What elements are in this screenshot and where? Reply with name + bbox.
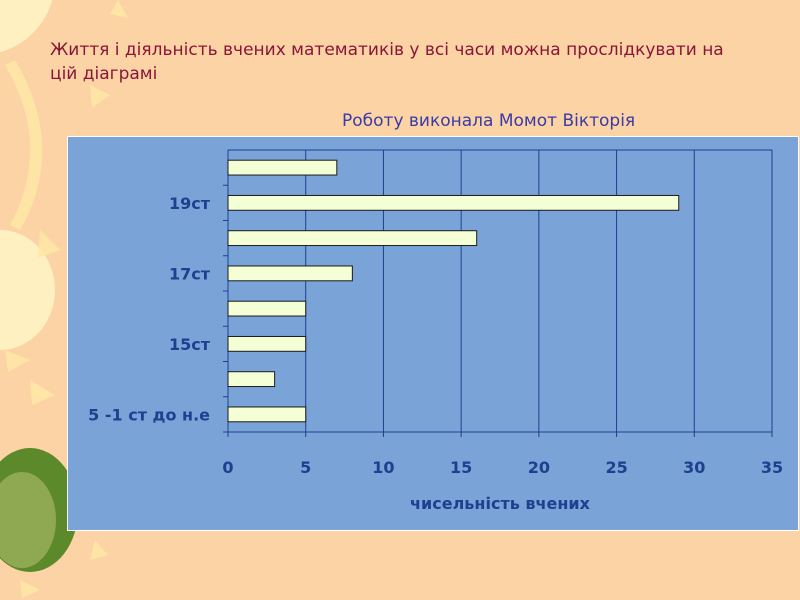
x-tick-label-4: 20	[528, 458, 550, 477]
x-tick-label-1: 5	[300, 458, 311, 477]
x-tick-label-0: 0	[222, 458, 233, 477]
x-axis-title: чисельність вчених	[410, 494, 591, 513]
category-label-4: 17ст	[169, 264, 211, 283]
bar-layer	[227, 159, 680, 423]
bar-3	[227, 300, 307, 317]
x-tick-label-5: 25	[605, 458, 627, 477]
slide-heading: Життя і діяльність вчених математиків у …	[50, 40, 724, 84]
category-labels: 5 -1 ст до н.е 15ст 17ст 19ст	[88, 194, 211, 425]
bar-1	[227, 371, 276, 388]
x-tick-label-3: 15	[450, 458, 472, 477]
category-label-2: 15ст	[169, 335, 211, 354]
bar-5	[227, 230, 478, 247]
bar-7	[227, 159, 338, 176]
bar-6	[227, 194, 680, 211]
bar-0	[227, 406, 307, 423]
category-label-6: 19ст	[169, 194, 211, 213]
category-label-0: 5 -1 ст до н.е	[88, 405, 210, 424]
x-tick-label-2: 10	[372, 458, 394, 477]
bar-2	[227, 335, 307, 352]
green-circle-decor	[0, 448, 78, 572]
author-credit: Роботу виконала Момот Вікторія	[342, 111, 636, 131]
x-tick-labels: 0 5 10 15 20 25 30 35	[222, 458, 783, 477]
bar-4	[227, 265, 353, 282]
grid-layer	[223, 149, 773, 437]
x-tick-label-6: 30	[683, 458, 705, 477]
x-tick-label-7: 35	[761, 458, 783, 477]
